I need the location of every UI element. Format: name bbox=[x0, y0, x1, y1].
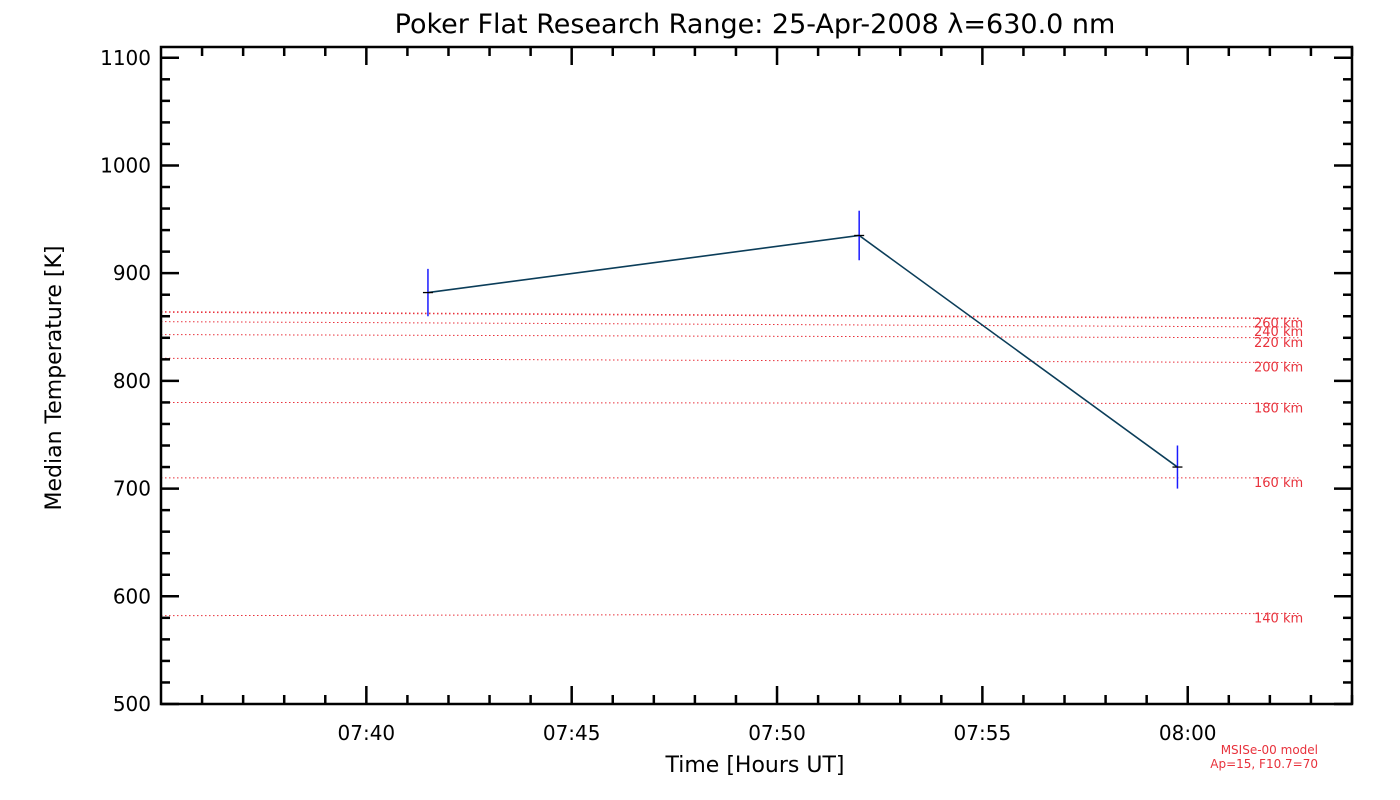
reference-label: 260 km bbox=[1254, 316, 1303, 331]
model-note-line-1: MSISe-00 model bbox=[1221, 743, 1318, 757]
x-tick-label: 07:55 bbox=[954, 721, 1012, 745]
y-tick-label: 1100 bbox=[100, 46, 151, 70]
reference-line bbox=[160, 357, 1301, 364]
y-tick-label: 500 bbox=[113, 692, 151, 716]
reference-lines bbox=[160, 311, 1301, 617]
reference-line bbox=[160, 311, 1301, 320]
axes: 500 600 700 800 900 1000 1100 07:40 07:45 07:50 07… bbox=[100, 45, 1354, 745]
reference-label: 220 km bbox=[1254, 336, 1303, 351]
y-tick-label: 600 bbox=[113, 584, 151, 608]
reference-line bbox=[160, 334, 1301, 339]
y-tick-label: 1000 bbox=[100, 153, 151, 177]
reference-line bbox=[160, 321, 1301, 328]
x-tick-label: 07:50 bbox=[748, 721, 806, 745]
x-tick-label: 07:45 bbox=[543, 721, 601, 745]
reference-line bbox=[160, 401, 1301, 405]
y-tick-label: 700 bbox=[113, 477, 151, 501]
y-axis-label: Median Temperature [K] bbox=[42, 246, 67, 511]
x-axis-label: Time [Hours UT] bbox=[665, 753, 845, 778]
x-tick-label: 07:40 bbox=[338, 721, 396, 745]
model-note-line-2: Ap=15, F10.7=70 bbox=[1210, 757, 1318, 771]
y-tick-label: 900 bbox=[113, 261, 151, 285]
y-tick-label: 800 bbox=[113, 369, 151, 393]
reference-label: 180 km bbox=[1254, 402, 1303, 417]
reference-line bbox=[160, 613, 1301, 617]
x-tick-label: 08:00 bbox=[1159, 721, 1217, 745]
plot-frame bbox=[159, 45, 1354, 706]
chart-title: Poker Flat Research Range: 25-Apr-2008 λ… bbox=[395, 9, 1116, 40]
reference-label: 140 km bbox=[1254, 612, 1303, 627]
reference-label: 200 km bbox=[1254, 361, 1303, 376]
reference-label: 240 km bbox=[1254, 325, 1303, 340]
reference-label: 160 km bbox=[1254, 476, 1303, 491]
data-series bbox=[422, 210, 1183, 489]
series-line bbox=[427, 234, 1178, 468]
